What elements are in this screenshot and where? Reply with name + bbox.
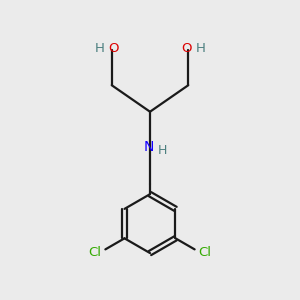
Text: Cl: Cl — [198, 246, 212, 259]
Text: N: N — [143, 140, 154, 154]
Text: Cl: Cl — [88, 246, 102, 259]
Text: O: O — [108, 42, 119, 55]
Text: H: H — [94, 42, 104, 55]
Text: H: H — [158, 144, 167, 157]
Text: H: H — [196, 42, 206, 55]
Text: O: O — [182, 42, 192, 55]
